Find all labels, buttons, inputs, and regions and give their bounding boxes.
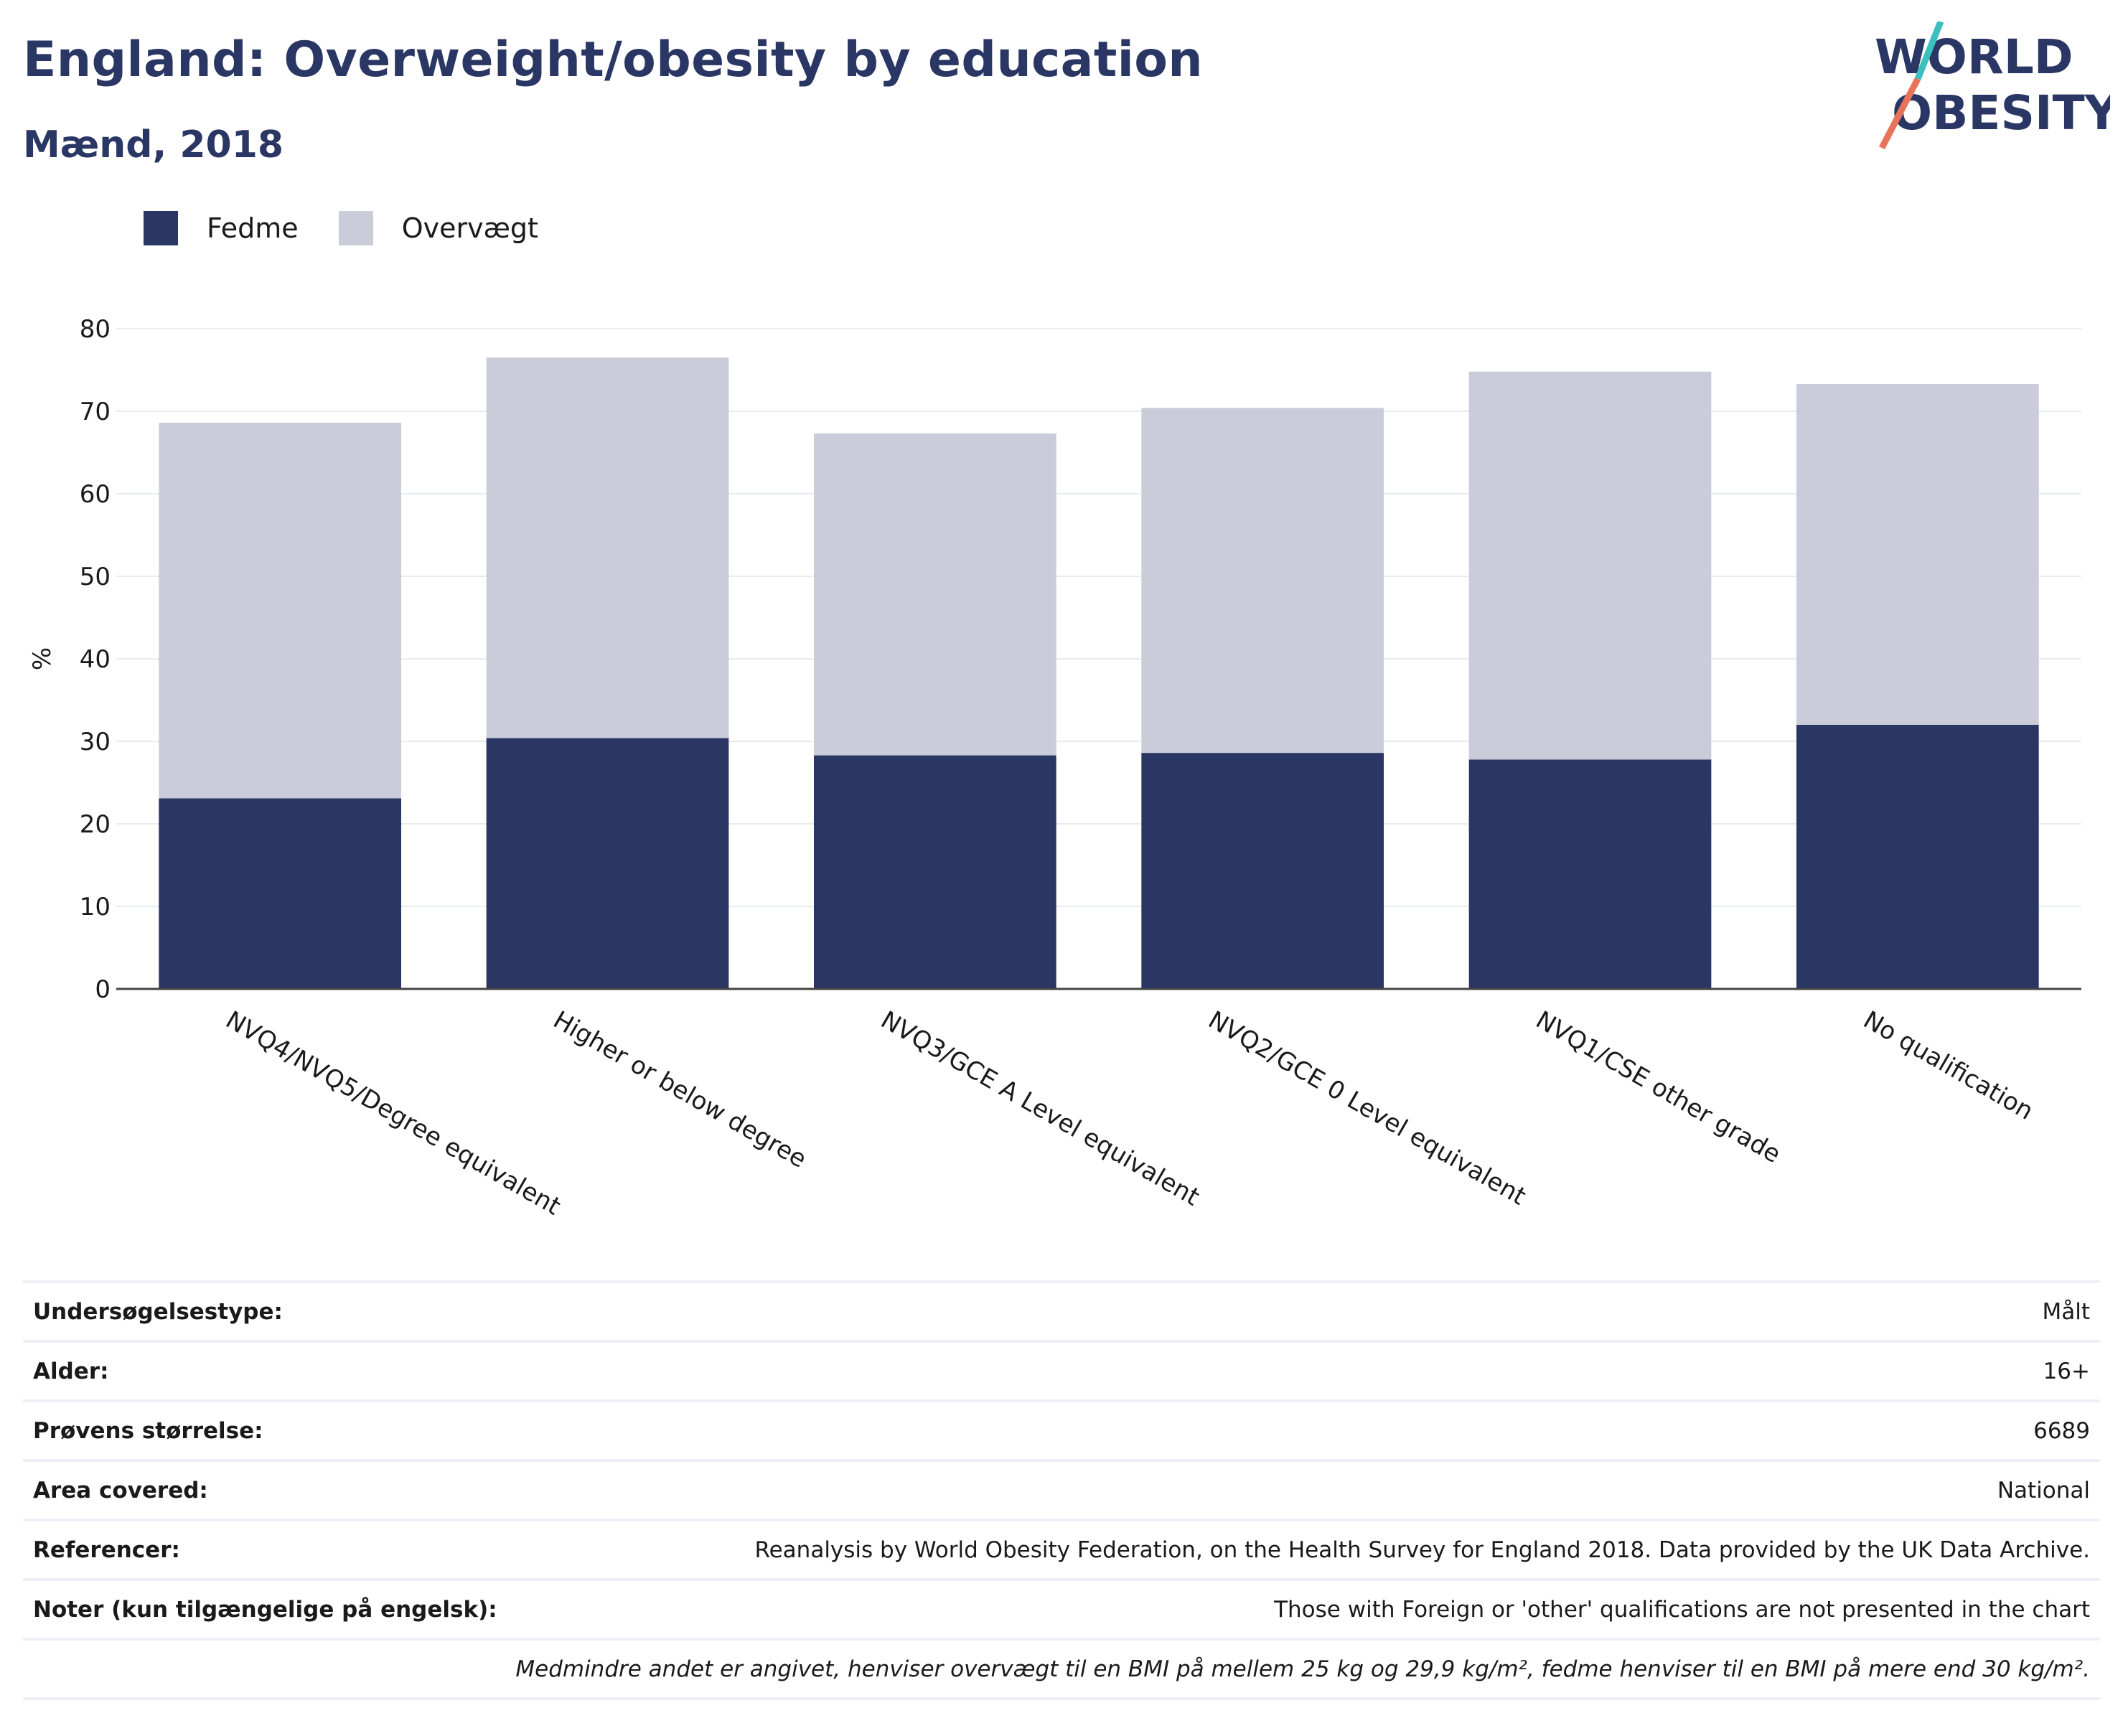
meta-label: Alder:: [33, 1358, 109, 1384]
y-tick-label: 40: [80, 645, 111, 674]
legend-swatch-fedme: [144, 211, 178, 245]
bmi-footnote: Medmindre andet er angivet, henviser ove…: [515, 1656, 2090, 1682]
meta-row-footnote: Medmindre andet er angivet, henviser ove…: [23, 1639, 2100, 1699]
legend-item-overvaegt[interactable]: Overvægt: [338, 211, 538, 245]
legend-label-fedme: Fedme: [207, 212, 299, 244]
meta-row-sample-size: Prøvens størrelse: 6689: [23, 1401, 2100, 1460]
x-tick-label: NVQ2/GCE 0 Level equivalent: [1204, 1005, 1531, 1211]
meta-row-survey-type: Undersøgelsestype: Målt: [23, 1282, 2100, 1341]
legend-label-overvaegt: Overvægt: [401, 212, 538, 244]
y-tick-label: 10: [80, 893, 111, 921]
y-axis-label: %: [28, 647, 57, 670]
meta-value: National: [1997, 1477, 2090, 1503]
meta-value: Those with Foreign or 'other' qualificat…: [1274, 1596, 2090, 1623]
meta-value: Reanalysis by World Obesity Federation, …: [754, 1536, 2090, 1563]
metadata-table: Undersøgelsestype: Målt Alder: 16+ Prøve…: [23, 1280, 2100, 1700]
y-tick-label: 80: [80, 315, 111, 344]
meta-label: Prøvens størrelse:: [33, 1417, 263, 1444]
meta-row-references: Referencer: Reanalysis by World Obesity …: [23, 1520, 2100, 1580]
bar-fedme: [813, 755, 1056, 989]
y-tick-label: 20: [80, 810, 111, 839]
world-obesity-logo: WORLD OBESITY: [1875, 22, 2110, 150]
meta-row-age: Alder: 16+: [23, 1341, 2100, 1401]
logo-line1: WORLD: [1875, 29, 2073, 85]
bar-fedme: [1141, 753, 1384, 989]
x-tick-label: NVQ4/NVQ5/Degree equivalent: [221, 1005, 566, 1221]
x-tick-label: No qualification: [1858, 1005, 2038, 1126]
logo-line2: OBESITY: [1892, 85, 2110, 141]
bar-fedme: [486, 738, 729, 989]
meta-label: Referencer:: [33, 1536, 180, 1563]
bar-fedme: [1796, 725, 2039, 989]
meta-value: 6689: [2033, 1417, 2090, 1444]
chart-title: England: Overweight/obesity by education: [23, 32, 1203, 88]
bar-overvaegt: [1796, 384, 2039, 725]
legend-swatch-overvaegt: [338, 211, 373, 245]
x-tick-label: NVQ3/GCE A Level equivalent: [876, 1005, 1204, 1211]
bar-overvaegt: [1468, 371, 1712, 760]
bar-overvaegt: [1141, 408, 1384, 754]
legend-item-fedme[interactable]: Fedme: [144, 211, 299, 245]
meta-row-notes: Noter (kun tilgængelige på engelsk): Tho…: [23, 1580, 2100, 1639]
bar-fedme: [159, 798, 402, 989]
chart-subtitle: Mænd, 2018: [23, 123, 284, 166]
y-tick-label: 60: [80, 480, 111, 509]
meta-value: Målt: [2042, 1298, 2090, 1325]
bar-chart: 0 10 20 30 40 50 60 70 80% NVQ4/NVQ5/Degree equiv…: [28, 315, 2081, 1221]
logo-slash-coral: [1879, 77, 1921, 150]
x-tick-label: Higher or below degree: [548, 1005, 811, 1174]
meta-label: Undersøgelsestype:: [33, 1298, 283, 1325]
bar-overvaegt: [486, 357, 729, 738]
bar-overvaegt: [159, 423, 402, 799]
y-tick-label: 70: [80, 398, 111, 426]
meta-row-area: Area covered: National: [23, 1460, 2100, 1520]
bar-fedme: [1468, 759, 1712, 989]
meta-value: 16+: [2043, 1358, 2090, 1384]
logo-slash-teal: [1914, 22, 1944, 80]
chart-legend: Fedme Overvægt: [144, 211, 578, 245]
bar-overvaegt: [813, 433, 1056, 756]
y-tick-label: 50: [80, 563, 111, 591]
meta-label: Noter (kun tilgængelige på engelsk):: [33, 1596, 497, 1623]
meta-label: Area covered:: [33, 1477, 208, 1503]
x-tick-label: NVQ1/CSE other grade: [1531, 1005, 1786, 1169]
y-tick-label: 30: [80, 728, 111, 756]
y-tick-label: 0: [95, 975, 111, 1004]
